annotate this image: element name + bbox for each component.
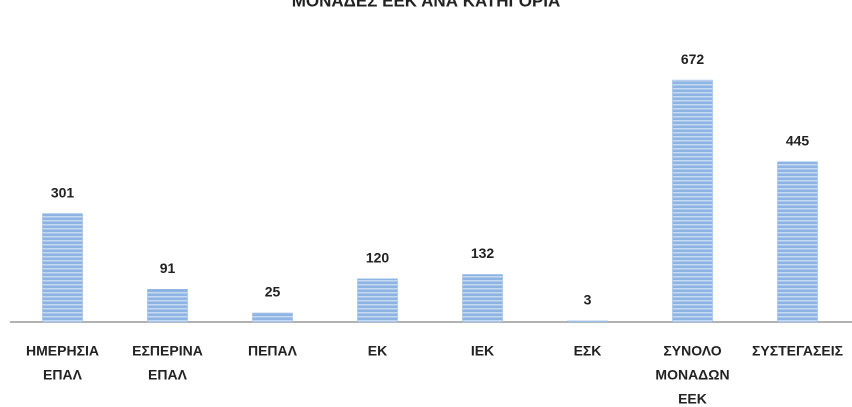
- x-tick-label: ΕΣΠΕΡΙΝΑ: [132, 343, 203, 359]
- bar: [567, 320, 608, 323]
- bar: [672, 79, 713, 323]
- bar: [357, 278, 398, 323]
- bar: [462, 274, 503, 323]
- value-label: 301: [51, 184, 75, 200]
- x-tick-label: ΕΕΚ: [678, 391, 707, 407]
- bar: [252, 312, 293, 323]
- chart-title: ΜΟΝΑΔΕΣ ΕΕΚ ΑΝΑ ΚΑΤΗΓΟΡΙΑ: [292, 0, 561, 10]
- x-tick-label: ΙΕΚ: [471, 343, 494, 359]
- bar: [42, 213, 83, 323]
- value-label: 91: [160, 260, 176, 276]
- value-label: 445: [786, 133, 810, 149]
- x-tick-label: ΕΣΚ: [574, 343, 602, 359]
- value-label: 672: [681, 51, 705, 67]
- bar: [777, 161, 818, 323]
- x-tick-label: ΕΠΑΛ: [43, 367, 83, 383]
- bar: [147, 288, 188, 323]
- x-tick-label: ΣΥΣΤΕΓΑΣΕΙΣ: [752, 343, 843, 359]
- value-label: 120: [366, 250, 390, 266]
- value-label: 25: [265, 284, 281, 300]
- value-label: 132: [471, 245, 495, 261]
- x-tick-label: ΠΕΠΑΛ: [248, 343, 298, 359]
- x-tick-label: ΜΟΝΑΔΩΝ: [655, 367, 729, 383]
- x-tick-label: ΣΥΝΟΛΟ: [663, 343, 721, 359]
- x-tick-label: ΗΜΕΡΗΣΙΑ: [26, 343, 99, 359]
- value-label: 3: [584, 292, 592, 308]
- x-tick-label: ΕΠΑΛ: [148, 367, 188, 383]
- x-tick-label: ΕΚ: [368, 343, 387, 359]
